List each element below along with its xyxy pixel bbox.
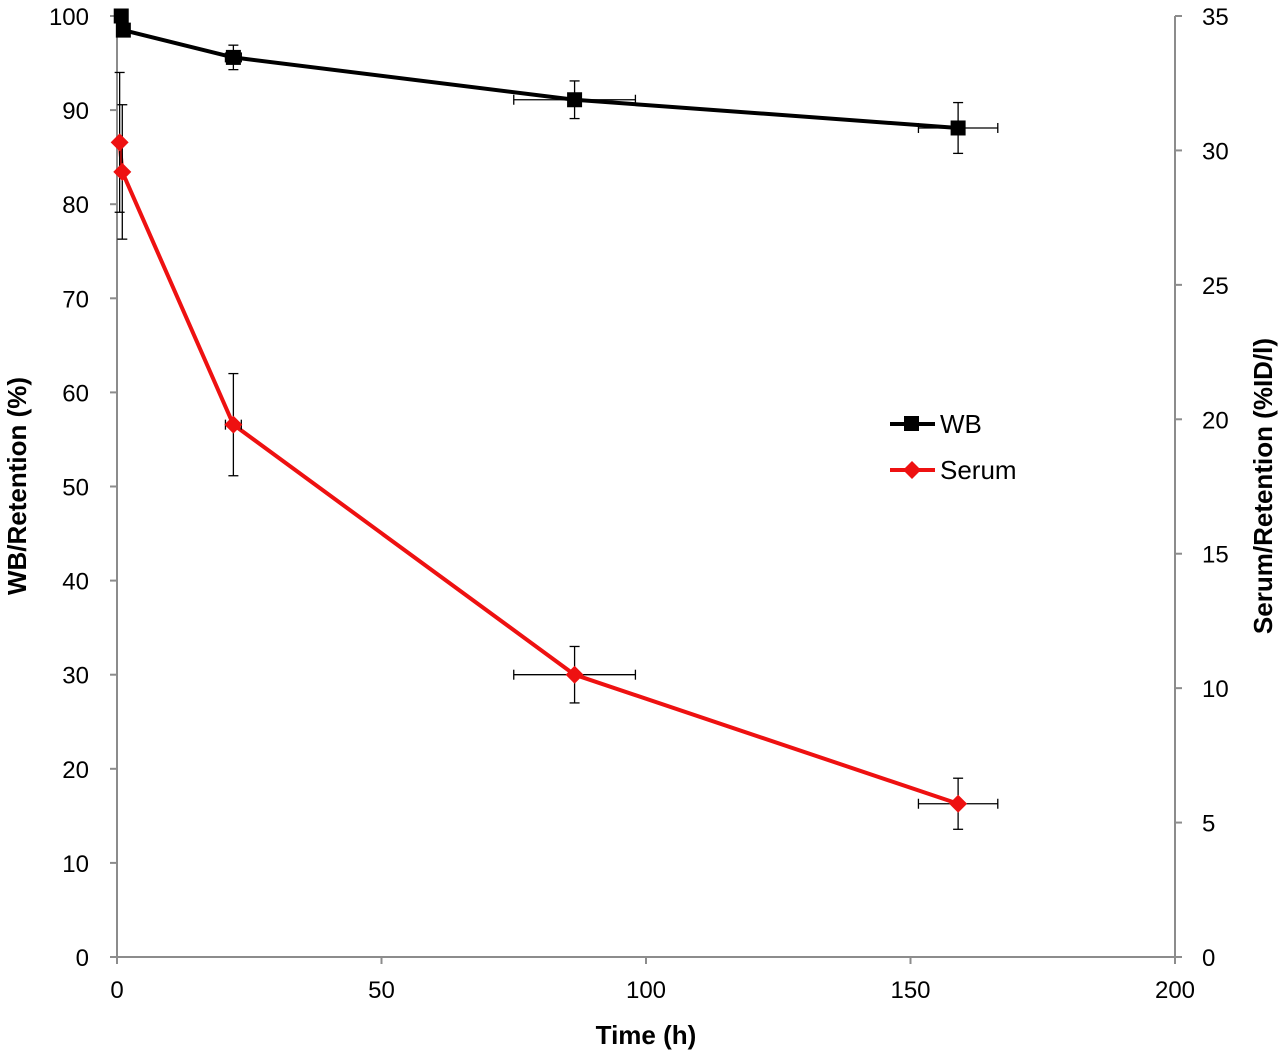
legend-item-serum: Serum: [890, 455, 1017, 485]
ticks: 0 50 100 150 200 0 10 20 30 40 50 60 70 80 90 100 0 5 10 15…: [49, 4, 1229, 1004]
y-right-tick-label: 30: [1202, 138, 1229, 165]
x-tick-label: 200: [1155, 977, 1195, 1004]
y-left-tick-label: 100: [49, 4, 89, 31]
axes: [116, 16, 1176, 958]
y-right-tick-label: 20: [1202, 407, 1229, 434]
y-left-tick-label: 10: [62, 851, 89, 878]
data-point-wb: [950, 120, 966, 136]
x-tick-label: 0: [110, 977, 123, 1004]
y-right-tick-label: 10: [1202, 676, 1229, 703]
series-line-serum: [117, 142, 959, 806]
y-right-tick-label: 0: [1202, 945, 1215, 972]
y-left-tick-label: 70: [62, 286, 89, 313]
legend-marker-wb: [904, 416, 919, 431]
series-layer: [110, 8, 999, 830]
data-point-serum: [224, 415, 243, 434]
y-left-tick-label: 40: [62, 569, 89, 596]
series-serum: [110, 71, 999, 830]
data-point-wb: [567, 92, 583, 108]
y-left-tick-label: 30: [62, 663, 89, 690]
legend-marker-serum: [903, 461, 921, 479]
y-left-tick-label: 0: [76, 945, 89, 972]
data-point-serum: [113, 162, 132, 181]
legend: WB Serum: [890, 409, 1017, 485]
series-line-wb: [119, 15, 959, 130]
data-point-wb: [113, 8, 129, 24]
data-point-serum: [110, 133, 129, 152]
y-left-tick-label: 80: [62, 192, 89, 219]
y-left-tick-label: 20: [62, 757, 89, 784]
data-point-wb: [225, 49, 241, 65]
data-point-serum: [949, 794, 968, 813]
left-axis-title: WB/Retention (%): [2, 377, 32, 595]
y-left-tick-label: 60: [62, 380, 89, 407]
y-left-tick-label: 90: [62, 98, 89, 125]
x-tick-label: 100: [626, 977, 666, 1004]
legend-label-wb: WB: [940, 409, 982, 439]
x-tick-label: 150: [890, 977, 930, 1004]
y-right-tick-label: 15: [1202, 542, 1229, 569]
data-point-serum: [565, 665, 584, 684]
y-right-tick-label: 25: [1202, 273, 1229, 300]
y-right-tick-label: 35: [1202, 4, 1229, 31]
data-point-wb: [115, 22, 131, 38]
axis-titles: Time (h) WB/Retention (%) Serum/Retentio…: [2, 338, 1278, 1050]
x-axis-title: Time (h): [596, 1020, 697, 1050]
series-wb: [113, 8, 999, 155]
legend-item-wb: WB: [890, 409, 982, 439]
legend-label-serum: Serum: [940, 455, 1017, 485]
y-left-tick-label: 50: [62, 475, 89, 502]
x-tick-label: 50: [368, 977, 395, 1004]
y-right-tick-label: 5: [1202, 811, 1215, 838]
right-axis-title: Serum/Retention (%ID/l): [1248, 338, 1278, 634]
